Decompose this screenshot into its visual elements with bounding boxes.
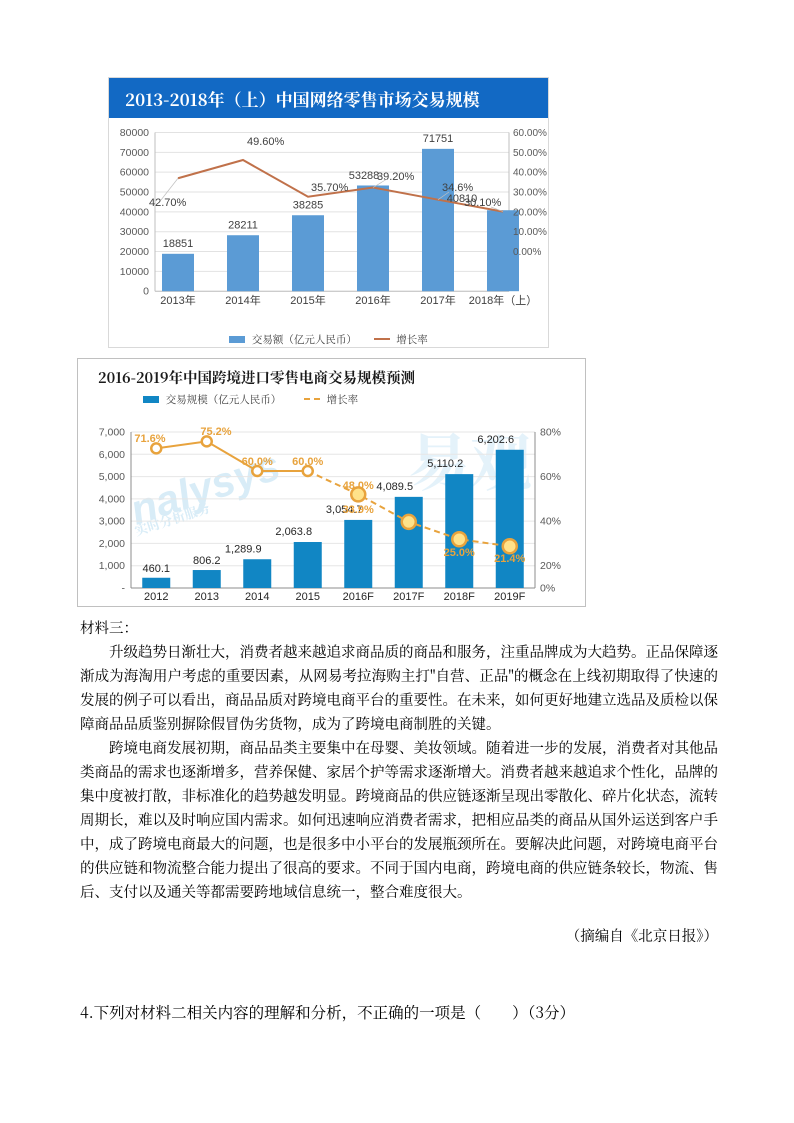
svg-text:75.2%: 75.2% — [200, 426, 231, 438]
svg-text:1,289.9: 1,289.9 — [225, 544, 262, 556]
svg-text:50.00%: 50.00% — [513, 148, 547, 159]
svg-text:3,000: 3,000 — [99, 516, 125, 528]
svg-text:80000: 80000 — [120, 127, 149, 139]
svg-text:2018年（上）: 2018年（上） — [469, 293, 537, 307]
svg-text:60000: 60000 — [120, 167, 149, 179]
svg-text:806.2: 806.2 — [193, 555, 221, 567]
svg-text:2,063.8: 2,063.8 — [275, 526, 312, 538]
svg-text:1,000: 1,000 — [99, 560, 125, 572]
svg-text:50000: 50000 — [120, 187, 149, 199]
svg-text:38285: 38285 — [293, 200, 324, 212]
svg-text:10.00%: 10.00% — [513, 227, 547, 238]
svg-text:2015: 2015 — [296, 591, 320, 603]
svg-text:2019F: 2019F — [494, 591, 525, 603]
svg-text:48.0%: 48.0% — [343, 480, 374, 492]
svg-text:71751: 71751 — [423, 133, 454, 145]
svg-text:2016F: 2016F — [343, 591, 374, 603]
svg-text:49.60%: 49.60% — [247, 136, 285, 148]
svg-text:4,089.5: 4,089.5 — [376, 481, 413, 493]
svg-text:2014年: 2014年 — [225, 293, 260, 307]
svg-text:42.70%: 42.70% — [149, 197, 187, 209]
svg-text:20.00%: 20.00% — [513, 207, 547, 218]
svg-text:7,000: 7,000 — [99, 427, 125, 439]
svg-text:6,000: 6,000 — [99, 449, 125, 461]
svg-text:40.00%: 40.00% — [513, 168, 547, 179]
svg-text:40000: 40000 — [120, 206, 149, 218]
svg-text:20000: 20000 — [120, 246, 149, 258]
svg-text:39.20%: 39.20% — [377, 171, 415, 183]
svg-text:60.00%: 60.00% — [513, 128, 547, 139]
svg-text:60.0%: 60.0% — [292, 456, 323, 468]
svg-text:2014: 2014 — [245, 591, 269, 603]
svg-text:60%: 60% — [540, 471, 561, 483]
svg-text:35.70%: 35.70% — [311, 182, 349, 194]
svg-text:2015年: 2015年 — [290, 293, 325, 307]
svg-text:460.1: 460.1 — [142, 563, 170, 575]
svg-text:40%: 40% — [540, 516, 561, 528]
svg-text:0: 0 — [143, 286, 149, 298]
svg-text:2016年: 2016年 — [355, 293, 390, 307]
svg-text:30000: 30000 — [120, 226, 149, 238]
svg-text:60.0%: 60.0% — [242, 456, 273, 468]
svg-text:0%: 0% — [540, 583, 555, 595]
svg-text:-: - — [122, 583, 126, 595]
svg-text:21.4%: 21.4% — [494, 553, 525, 565]
svg-text:2013: 2013 — [195, 591, 219, 603]
svg-text:34.6%: 34.6% — [442, 182, 473, 194]
svg-text:70000: 70000 — [120, 147, 149, 159]
svg-text:2017年: 2017年 — [420, 293, 455, 307]
svg-text:28211: 28211 — [228, 220, 258, 232]
svg-text:18851: 18851 — [163, 238, 194, 250]
svg-text:30.00%: 30.00% — [513, 188, 547, 199]
svg-text:2018F: 2018F — [444, 591, 475, 603]
svg-text:25.0%: 25.0% — [444, 547, 475, 559]
svg-text:6,202.6: 6,202.6 — [477, 434, 514, 446]
svg-text:5,110.2: 5,110.2 — [427, 458, 463, 470]
svg-text:33.9%: 33.9% — [343, 504, 374, 516]
svg-text:2,000: 2,000 — [99, 538, 125, 550]
svg-text:5,000: 5,000 — [99, 471, 125, 483]
svg-text:2012: 2012 — [144, 591, 168, 603]
svg-text:71.6%: 71.6% — [134, 433, 165, 445]
svg-text:10000: 10000 — [120, 266, 149, 278]
svg-text:0.00%: 0.00% — [513, 247, 541, 258]
svg-text:4,000: 4,000 — [99, 493, 125, 505]
svg-text:53288: 53288 — [349, 170, 380, 182]
svg-text:30.10%: 30.10% — [464, 197, 502, 209]
svg-text:80%: 80% — [540, 427, 561, 439]
svg-text:2017F: 2017F — [393, 591, 424, 603]
svg-text:2013年: 2013年 — [160, 293, 195, 307]
svg-text:20%: 20% — [540, 560, 561, 572]
